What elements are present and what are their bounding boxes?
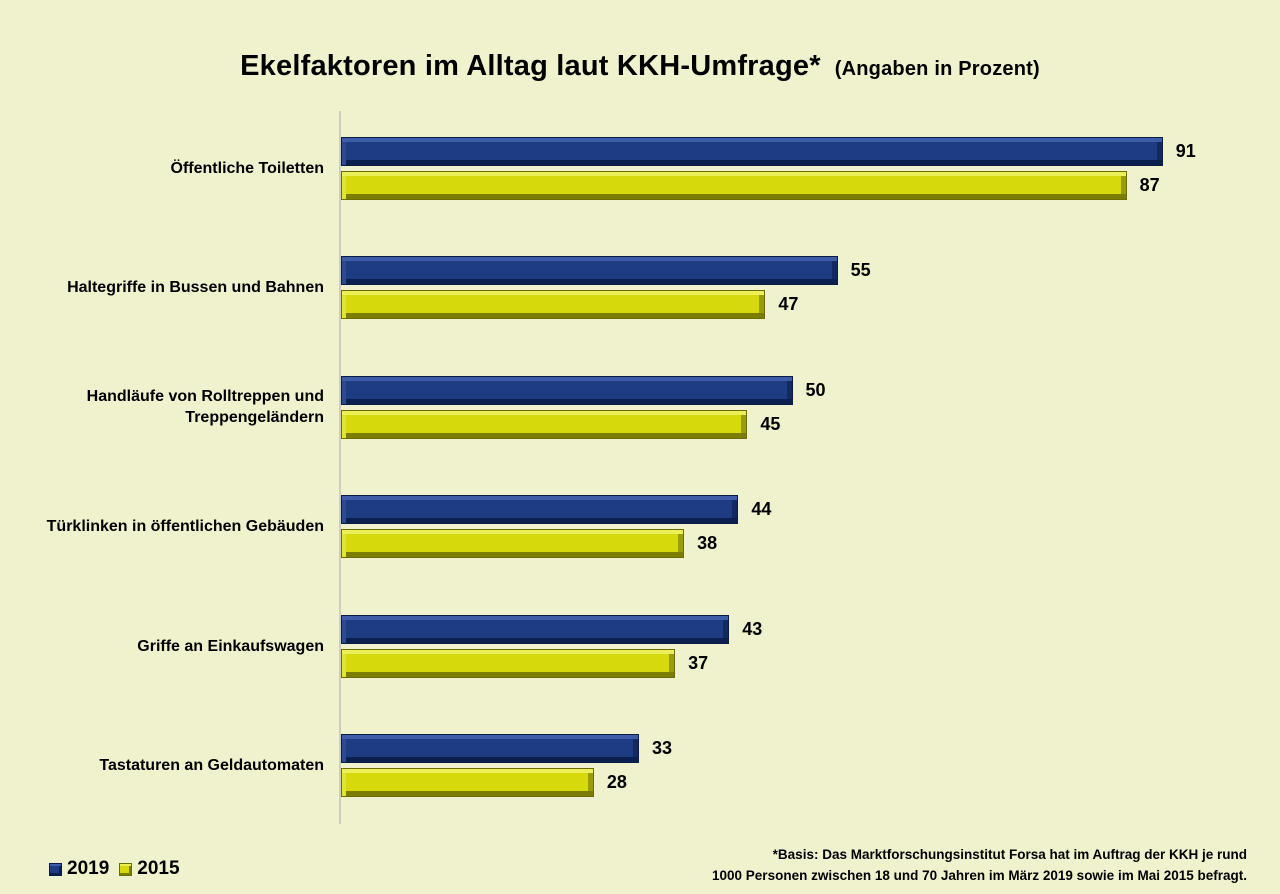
value-label-2019: 91 [1175,141,1196,161]
footnote: *Basis: Das Marktforschungsinstitut Fors… [712,845,1247,886]
category-label: Haltegriffe in Bussen und Bahnen [67,279,324,297]
bar-2015 [341,171,1127,200]
bar-2015 [341,529,685,559]
legend: 2019 2015 [49,858,190,880]
bar-group: Handläufe von Rolltreppen und Treppengel… [0,375,1280,439]
bar-2015 [341,768,594,797]
legend-item-2019: 2019 [49,858,109,880]
bar-2015 [341,409,748,439]
value-label-2019: 55 [850,260,871,281]
bar-2015 [341,648,676,678]
legend-swatch-icon [49,862,62,876]
legend-label: 2019 [67,858,110,879]
legend-label: 2015 [137,858,180,879]
value-label-2019: 33 [651,738,673,758]
bar-2019 [341,495,739,525]
chart-title-subtext: (Angaben in Prozent) [834,58,1040,80]
bar-2019 [341,256,838,286]
category-label: Griffe an Einkaufswagen [137,637,324,655]
chart-title: Ekelfaktoren im Alltag laut KKH-Umfrage*… [0,50,1280,83]
value-label-2015: 47 [778,294,799,315]
bar-group: Griffe an Einkaufswagen 43 37 [0,614,1280,678]
footnote-line1: *Basis: Das Marktforschungsinstitut Fors… [772,847,1247,862]
category-label: Handläufe von Rolltreppen und Treppengel… [86,388,324,427]
bar-2019 [341,375,793,405]
value-label-2015: 28 [606,772,627,792]
bar-2015 [341,290,766,320]
value-label-2015: 37 [688,652,709,673]
legend-swatch-icon [119,862,133,876]
legend-item-2015: 2015 [119,858,180,880]
bar-group: Haltegriffe in Bussen und Bahnen 55 47 [0,256,1280,320]
bar-2019 [341,137,1163,166]
value-label-2019: 50 [805,379,826,400]
category-label: Türklinken in öffentlichen Gebäuden [46,518,324,536]
value-label-2015: 45 [760,413,781,434]
value-label-2015: 38 [697,533,718,554]
value-label-2019: 44 [751,499,772,520]
chart-title-main: Ekelfaktoren im Alltag laut KKH-Umfrage* [240,50,821,82]
bar-group: Öffentliche Toiletten 91 87 [0,137,1280,200]
value-label-2019: 43 [742,618,763,639]
value-label-2015: 87 [1139,175,1160,195]
footnote-line2: 1000 Personen zwischen 18 und 70 Jahren … [712,867,1247,883]
category-label: Tastaturen an Geldautomaten [99,757,324,774]
bar-group: Tastaturen an Geldautomaten 33 28 [0,734,1280,797]
y-axis-line [339,111,341,824]
category-label: Öffentliche Toiletten [170,160,324,177]
bar-2019 [341,734,639,763]
bar-group: Türklinken in öffentlichen Gebäuden 44 38 [0,495,1280,559]
bar-2019 [341,614,730,644]
